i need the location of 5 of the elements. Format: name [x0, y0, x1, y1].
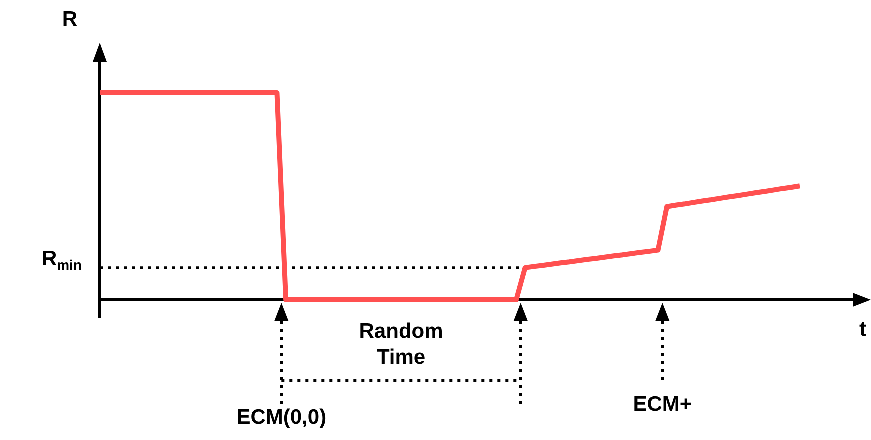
text: Random Time [359, 320, 444, 369]
y-axis-title: R [62, 8, 78, 31]
text: ECM+ [633, 392, 692, 416]
x-axis-title: t [860, 318, 867, 341]
text: ECM(0,0) [236, 406, 327, 429]
